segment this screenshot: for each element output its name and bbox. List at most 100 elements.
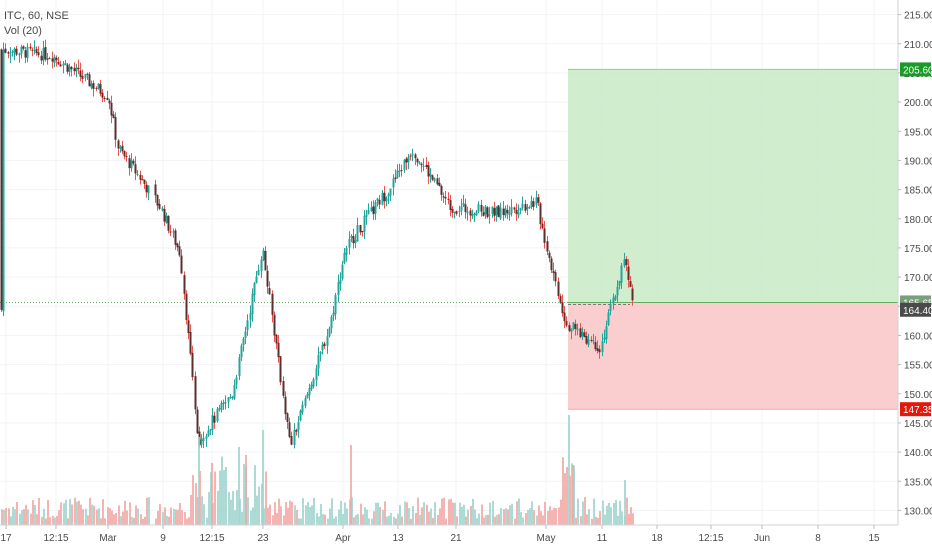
candle-body <box>385 197 388 202</box>
candle-body <box>585 336 588 344</box>
volume-bar <box>586 514 588 525</box>
stop-price-label: 147.35 <box>903 405 932 416</box>
volume-bar <box>437 515 439 525</box>
volume-bar <box>19 513 21 525</box>
volume-bar <box>107 507 109 525</box>
candle-body <box>592 340 595 342</box>
candle-body <box>156 194 159 206</box>
candle-body <box>125 156 128 158</box>
volume-bar <box>459 502 461 525</box>
candle-body <box>482 212 485 216</box>
volume-bar <box>503 509 505 525</box>
volume-bar <box>507 509 509 525</box>
y-tick-label: 190.00 <box>904 156 932 167</box>
volume-bar <box>47 499 49 525</box>
candle-body <box>295 429 298 432</box>
symbol-legend[interactable]: ITC, 60, NSE <box>4 10 69 22</box>
volume-bar <box>340 500 342 525</box>
volume-bar <box>577 498 579 525</box>
candle-body <box>90 83 93 88</box>
candle-body <box>499 207 502 219</box>
candle-body <box>598 349 601 353</box>
candle-body <box>400 170 403 172</box>
volume-bar <box>476 518 478 525</box>
candle-body <box>81 75 84 79</box>
candle-body <box>209 429 212 431</box>
volume-bar <box>514 518 516 525</box>
current-price-label: 164.40 <box>903 306 932 317</box>
volume-bar <box>322 514 324 525</box>
volume-bar <box>443 497 445 525</box>
volume-bar <box>43 508 45 525</box>
candle-body <box>207 430 210 436</box>
candle-body <box>321 344 324 351</box>
candle-body <box>471 214 474 217</box>
volume-spike <box>624 480 626 525</box>
volume-bar <box>135 505 137 525</box>
candle-body <box>108 100 111 104</box>
volume-bar <box>247 497 249 525</box>
candle-body <box>165 215 168 224</box>
volume-bar <box>432 517 434 525</box>
candle-body <box>33 47 36 49</box>
x-tick-label: 21 <box>450 533 462 544</box>
volume-indicator-legend[interactable]: Vol (20) <box>4 25 42 37</box>
candle-body <box>68 66 71 72</box>
volume-bar <box>41 517 43 525</box>
volume-bar <box>428 511 430 525</box>
candle-body <box>455 211 458 214</box>
candle-body <box>565 321 568 326</box>
volume-bar <box>456 516 458 525</box>
volume-bar <box>49 517 51 525</box>
volume-bar <box>118 505 120 525</box>
volume-bar <box>78 500 80 525</box>
volume-bar <box>331 498 333 525</box>
x-tick-label: 8 <box>815 533 821 544</box>
volume-bar <box>566 466 568 525</box>
candle-body <box>42 48 45 61</box>
volume-bar <box>186 518 188 525</box>
candle-body <box>284 396 287 415</box>
candle-body <box>101 92 104 98</box>
candle-body <box>317 354 320 369</box>
candle-body <box>35 48 38 53</box>
candle-body <box>185 293 188 320</box>
candle-body <box>590 339 593 341</box>
candle-body <box>581 332 584 337</box>
candle-body <box>189 331 192 354</box>
candle-body <box>341 264 344 279</box>
candle-body <box>596 348 599 351</box>
candle-body <box>339 279 342 284</box>
candle-body <box>77 67 80 70</box>
x-axis: 17 12:15 Mar 9 12:15 23 Apr 13 21 May 11 18 12:15 Jun… <box>0 524 898 544</box>
volume-bar <box>316 512 318 525</box>
candle-body <box>123 151 126 157</box>
candle-body <box>46 58 49 60</box>
volume-bar <box>142 518 144 525</box>
volume-bar <box>80 504 82 525</box>
candle-body <box>515 209 518 214</box>
volume-bar <box>393 516 395 525</box>
candle-body <box>255 276 258 283</box>
volume-bar <box>498 514 500 525</box>
volume-bar <box>302 498 304 525</box>
candle-body <box>530 200 533 208</box>
volume-bar <box>69 499 71 525</box>
x-tick-label: 13 <box>392 533 404 544</box>
volume-bar <box>71 504 73 525</box>
candle-body <box>169 231 172 233</box>
volume-bar <box>124 500 126 525</box>
candle-body <box>117 140 120 149</box>
candle-body <box>403 159 406 170</box>
candle-body <box>235 377 238 385</box>
candle-body <box>4 48 7 53</box>
candle-body <box>240 345 243 358</box>
candle-body <box>79 70 82 77</box>
volume-bar <box>285 502 287 525</box>
candle-body <box>552 270 555 274</box>
candle-body <box>510 206 513 214</box>
volume-bar <box>236 490 238 525</box>
volume-bar <box>509 505 511 525</box>
